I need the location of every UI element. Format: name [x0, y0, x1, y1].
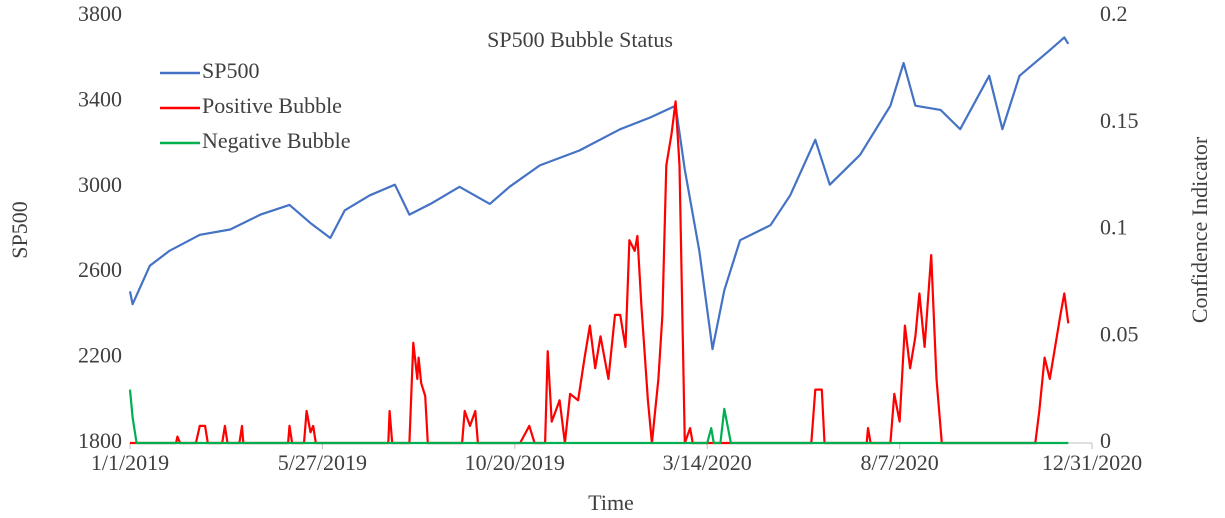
y-tick-label: 2600 [78, 257, 122, 282]
x-tick-label: 8/7/2020 [860, 450, 938, 475]
y-tick-label: 2200 [78, 343, 122, 368]
x-tick-label: 1/1/2019 [91, 450, 169, 475]
y2-tick-label: 0 [1100, 428, 1111, 453]
y-tick-label: 3400 [78, 86, 122, 111]
legend-label: Negative Bubble [202, 128, 350, 153]
chart-title: SP500 Bubble Status [487, 27, 673, 52]
y-tick-label: 1800 [78, 428, 122, 453]
series-line [128, 389, 1069, 445]
series-line [128, 36, 1070, 351]
y-tick-label: 3000 [78, 172, 122, 197]
y2-tick-label: 0.05 [1100, 321, 1139, 346]
y2-axis-label: Confidence Indicator [1187, 136, 1212, 323]
legend-label: Positive Bubble [202, 93, 342, 118]
y-tick-label: 3800 [78, 1, 122, 26]
y2-tick-label: 0.1 [1100, 215, 1128, 240]
x-tick-label: 12/31/2020 [1042, 450, 1142, 475]
y2-tick-label: 0.2 [1100, 1, 1128, 26]
x-axis-label: Time [588, 490, 634, 515]
y-axis-label: SP500 [7, 201, 32, 258]
y2-tick-label: 0.15 [1100, 108, 1139, 133]
x-tick-label: 10/20/2019 [465, 450, 565, 475]
x-tick-label: 3/14/2020 [663, 450, 752, 475]
x-tick-label: 5/27/2019 [278, 450, 367, 475]
legend-label: SP500 [202, 58, 259, 83]
